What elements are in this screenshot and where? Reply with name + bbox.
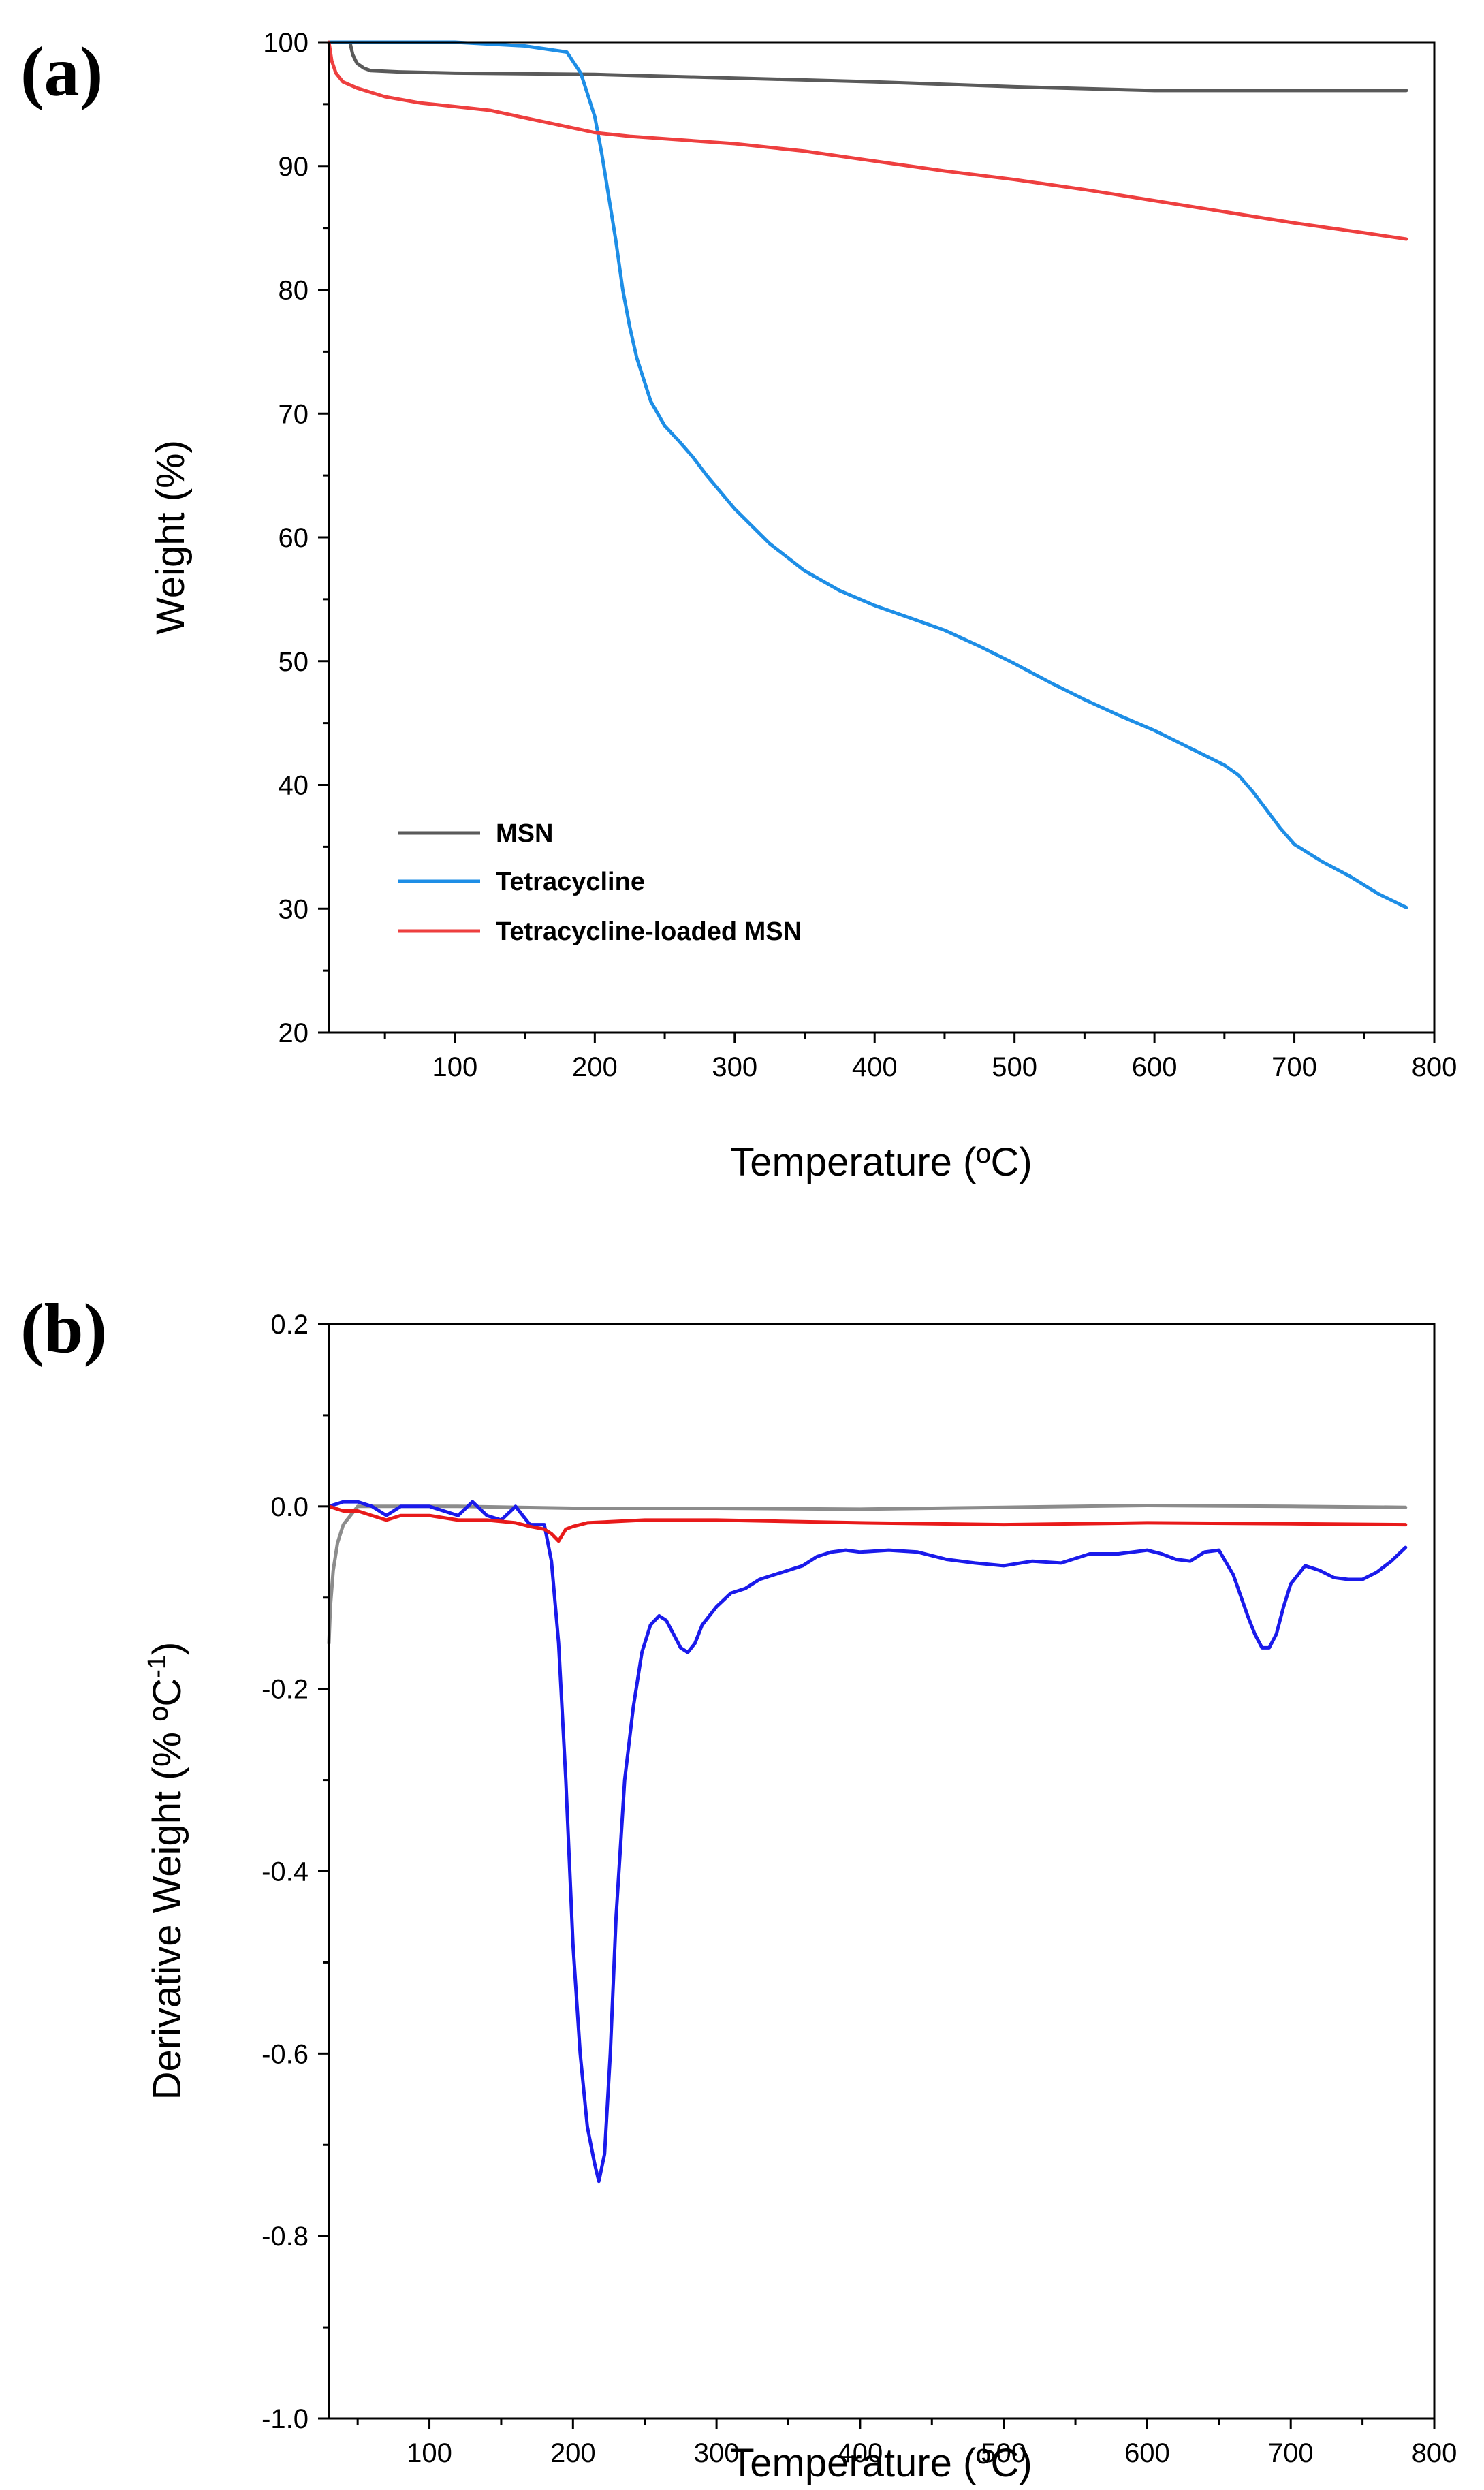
panel-a-x-tick-label: 600 (1132, 1052, 1178, 1082)
panel-a-y-tick-label: 30 (279, 894, 309, 924)
panel-a-x-tick-label: 100 (432, 1052, 478, 1082)
panel-b-series-msn (327, 1504, 1408, 1645)
panel-b-y-tick-label: 0.0 (270, 1492, 309, 1522)
panel-b-label: (b) (20, 1289, 107, 1368)
panel-b-x-tick-label: 700 (1268, 2438, 1314, 2468)
panel-a-weight-chart: (a) 100 200 300 400 500 600 700 800 20 30 40 50 60 7… (20, 28, 1457, 1184)
panel-a-y-tick-label: 20 (279, 1018, 309, 1048)
panel-b-x-ticks: 100 200 300 400 500 600 700 800 (356, 2418, 1457, 2468)
legend-label-tetracycline: Tetracycline (496, 868, 645, 896)
panel-b-x-tick-label: 800 (1412, 2438, 1457, 2468)
panel-a-y-tick-label: 40 (279, 771, 309, 801)
legend-label-tetracycline-loaded-msn: Tetracycline-loaded MSN (496, 917, 802, 946)
panel-b-x-tick-label: 300 (694, 2438, 740, 2468)
panel-a-plot-frame (328, 41, 1436, 1034)
panel-b-y-tick-label: -0.6 (262, 2039, 309, 2069)
panel-a-x-tick-label: 200 (572, 1052, 618, 1082)
panel-a-y-tick-label: 100 (263, 28, 309, 58)
panel-b-y-tick-label: -0.8 (262, 2222, 309, 2252)
panel-a-x-tick-label: 700 (1272, 1052, 1317, 1082)
panel-b-derivative-chart: (b) 100 200 300 400 500 600 700 800 -1.0 -0.8 -0.… (20, 1289, 1457, 2485)
panel-a-x-tick-label: 800 (1412, 1052, 1457, 1082)
panel-a-x-axis-title: Temperature (ºC) (730, 1140, 1032, 1184)
panel-a-series-tetracycline (327, 40, 1408, 909)
panel-b-y-axis-title: Derivative Weight (% ºC-1) (143, 1642, 189, 2100)
panel-b-y-tick-label: -0.4 (262, 1857, 309, 1887)
panel-b-y-tick-label: -1.0 (262, 2404, 309, 2434)
panel-b-x-tick-label: 600 (1124, 2438, 1170, 2468)
panel-b-x-tick-label: 200 (550, 2438, 596, 2468)
panel-b-series-tetracycline-loaded-msn (327, 1504, 1408, 1543)
panel-b-x-axis-title: Temperature (ºC) (730, 2441, 1032, 2485)
panel-a-y-tick-label: 50 (279, 647, 309, 677)
panel-a-series-msn (348, 40, 1408, 93)
panel-b-y-tick-label: -0.2 (262, 1675, 309, 1705)
panel-a-series (327, 40, 1408, 909)
panel-a-x-tick-label: 400 (852, 1052, 898, 1082)
panel-b-y-axis-title-main: Derivative Weight (% ºC (145, 1678, 189, 2100)
panel-b-plot-frame (328, 1323, 1436, 2420)
panel-b-x-tick-label: 500 (981, 2438, 1026, 2468)
panel-b-series-tetracycline (327, 1500, 1408, 2184)
panel-a-y-tick-label: 80 (279, 276, 309, 306)
panel-a-y-tick-label: 60 (279, 523, 309, 553)
panel-b-x-tick-label: 100 (407, 2438, 452, 2468)
panel-a-legend: MSN Tetracycline Tetracycline-loaded MSN (398, 819, 802, 946)
panel-b-series (327, 1500, 1408, 2184)
panel-a-y-ticks: 20 30 40 50 60 70 80 90 100 (263, 28, 329, 1048)
panel-a-x-ticks: 100 200 300 400 500 600 700 800 (383, 1033, 1457, 1082)
panel-a-y-tick-label: 90 (279, 152, 309, 182)
panel-a-label: (a) (20, 33, 103, 111)
panel-a-x-tick-label: 500 (992, 1052, 1037, 1082)
panel-b-x-tick-label: 400 (838, 2438, 883, 2468)
legend-label-msn: MSN (496, 819, 553, 848)
panel-b-y-axis-title-suffix: ) (145, 1642, 189, 1655)
panel-b-y-ticks: -1.0 -0.8 -0.6 -0.4 -0.2 0.0 0.2 (262, 1310, 329, 2434)
panel-b-y-tick-label: 0.2 (270, 1310, 309, 1340)
panel-b-y-axis-title-superscript: -1 (143, 1655, 172, 1678)
panel-a-series-tetracycline-loaded-msn (327, 40, 1408, 241)
panel-a-y-tick-label: 70 (279, 399, 309, 429)
panel-a-y-axis-title: Weight (%) (148, 440, 193, 635)
panel-a-x-tick-label: 300 (712, 1052, 757, 1082)
